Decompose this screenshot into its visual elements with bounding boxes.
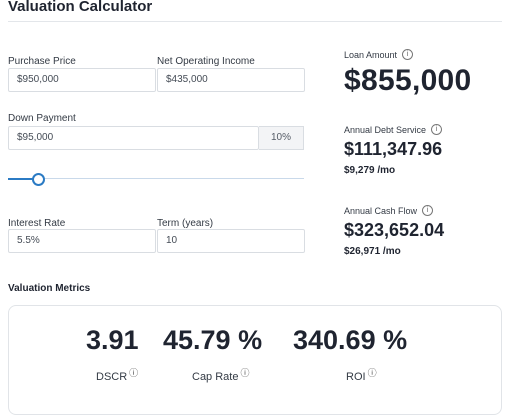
title-divider — [8, 21, 502, 22]
annual-cash-flow-value: $323,652.04 — [344, 220, 445, 240]
noi-label: Net Operating Income — [157, 56, 255, 67]
info-icon[interactable]: ⓘ — [240, 368, 250, 378]
loan-amount-value: $855,000 — [344, 64, 472, 97]
interest-rate-input[interactable]: 5.5% — [8, 229, 156, 253]
dscr-value: 3.91 — [86, 325, 139, 355]
info-icon[interactable]: ⓘ — [367, 368, 377, 378]
roi-value: 340.69 % — [293, 325, 408, 355]
down-payment-percent: 10% — [259, 126, 304, 150]
roi-label: ROI ⓘ — [346, 368, 377, 383]
cap-rate-label: Cap Rate ⓘ — [192, 368, 250, 383]
info-icon[interactable]: i — [422, 205, 434, 216]
dscr-label: DSCR ⓘ — [96, 368, 139, 383]
metrics-card — [8, 305, 502, 415]
cap-rate-value: 45.79 % — [163, 325, 263, 355]
noi-input[interactable]: $435,000 — [157, 68, 305, 92]
purchase-price-input[interactable]: $950,000 — [8, 68, 156, 92]
annual-debt-service-value: $111,347.96 — [344, 139, 443, 159]
valuation-metrics-title: Valuation Metrics — [8, 283, 91, 294]
annual-debt-service-label: Annual Debt Service i — [344, 124, 443, 135]
info-icon[interactable]: i — [402, 49, 414, 60]
interest-rate-label: Interest Rate — [8, 218, 66, 229]
term-input[interactable]: 10 — [157, 229, 305, 253]
down-payment-label: Down Payment — [8, 113, 76, 124]
slider-track-filled[interactable] — [8, 178, 38, 180]
page-title: Valuation Calculator — [8, 0, 153, 15]
info-icon[interactable]: ⓘ — [129, 368, 139, 378]
term-label: Term (years) — [157, 218, 214, 229]
down-payment-input[interactable]: $95,000 — [8, 126, 259, 150]
annual-debt-service-monthly: $9,279 /mo — [344, 165, 396, 176]
down-payment-slider-thumb[interactable] — [32, 173, 45, 186]
slider-track[interactable] — [38, 178, 304, 179]
info-icon[interactable]: i — [431, 124, 443, 135]
annual-cash-flow-label: Annual Cash Flow i — [344, 205, 434, 216]
loan-amount-label: Loan Amount i — [344, 49, 414, 60]
annual-cash-flow-monthly: $26,971 /mo — [344, 246, 401, 257]
purchase-price-label: Purchase Price — [8, 56, 76, 67]
